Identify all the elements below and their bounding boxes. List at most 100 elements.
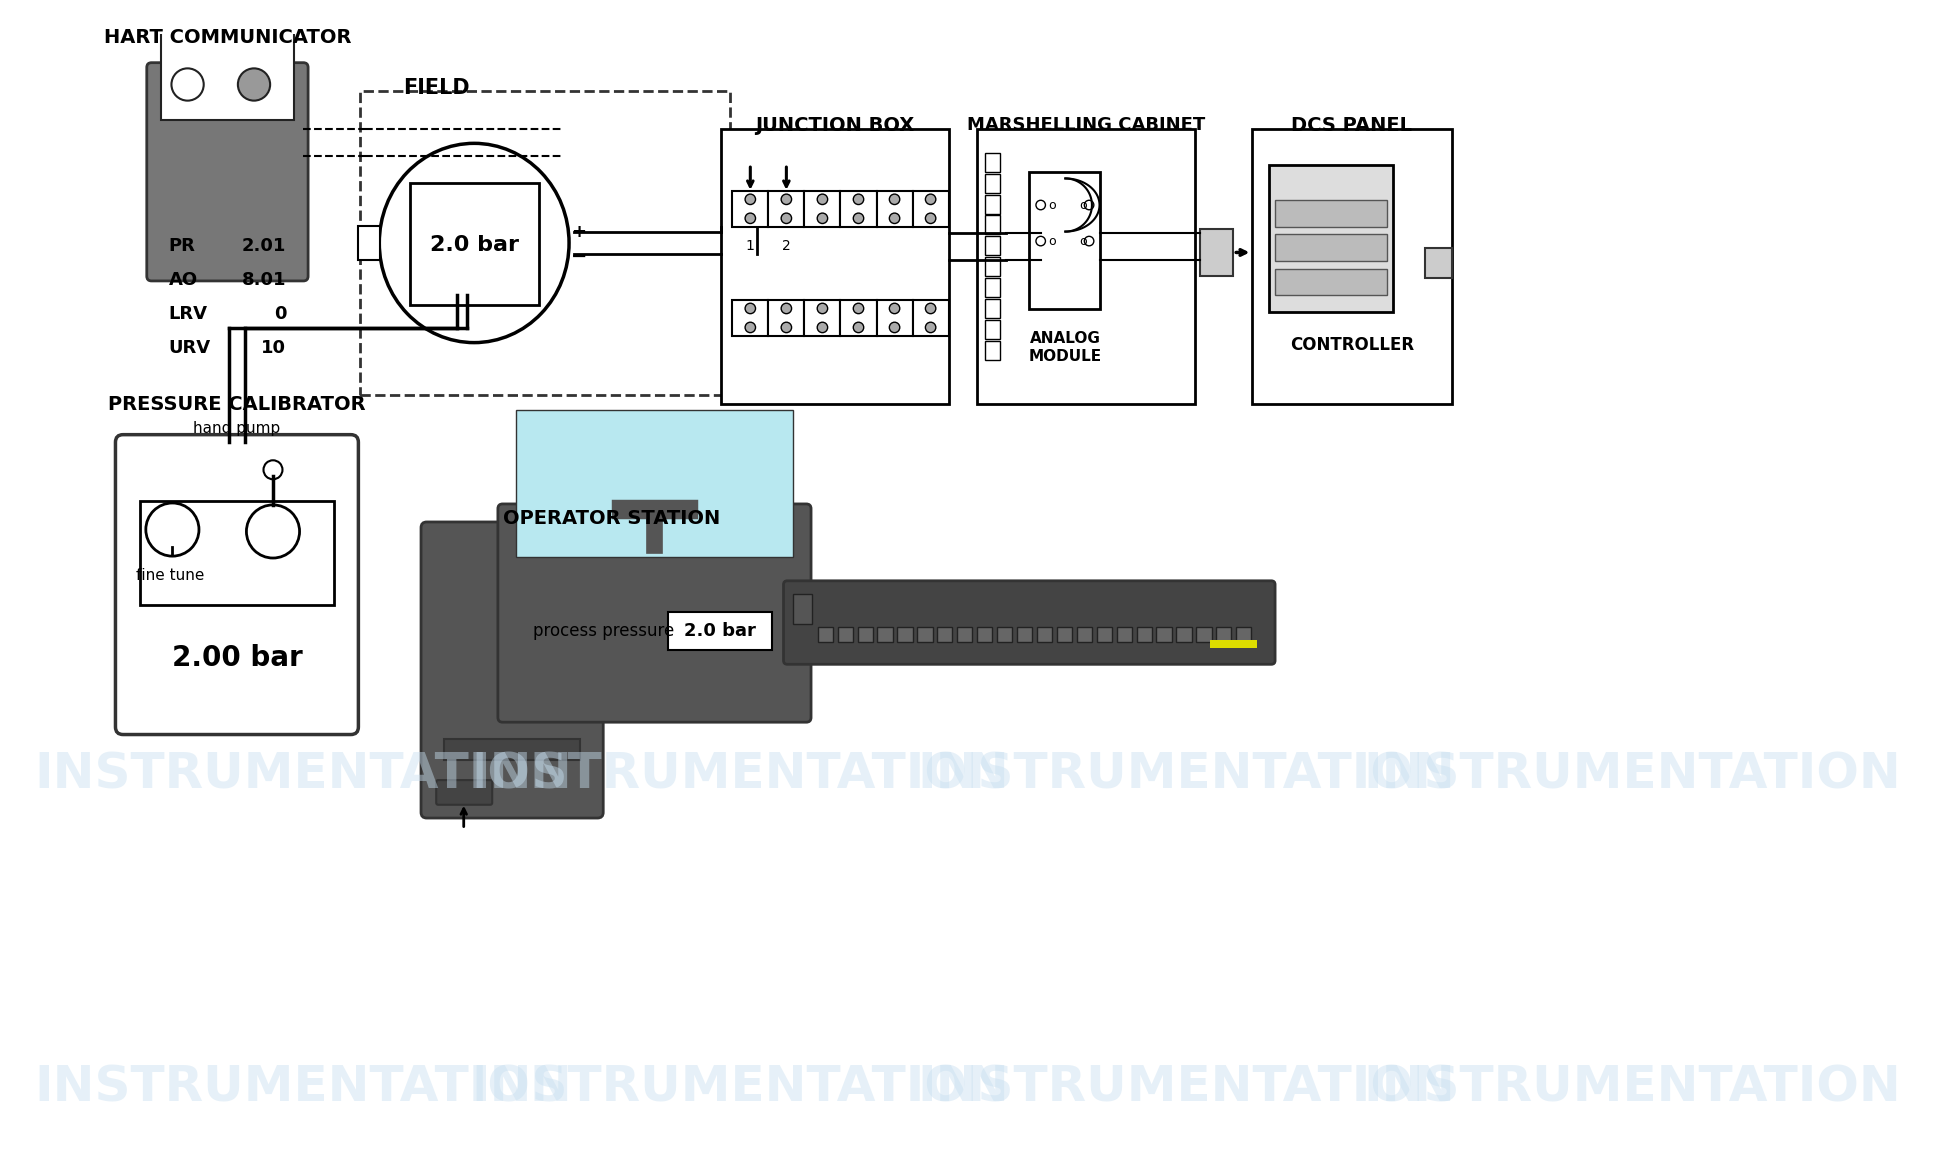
Bar (876, 191, 913, 227)
Bar (913, 300, 948, 336)
Text: PR: PR (168, 236, 196, 255)
Circle shape (239, 69, 270, 100)
Bar (1200, 229, 1234, 276)
Text: −: − (571, 247, 586, 265)
Bar (409, 183, 538, 305)
Bar (1028, 172, 1101, 310)
Text: 8.01: 8.01 (242, 271, 285, 289)
Circle shape (780, 322, 792, 333)
Text: AO: AO (168, 271, 197, 289)
Bar (667, 611, 772, 650)
Text: o: o (1079, 235, 1087, 248)
Bar (983, 194, 999, 213)
Bar (804, 191, 841, 227)
Text: INSTRUMENTATION: INSTRUMENTATION (35, 751, 573, 799)
Text: ANALOG
MODULE: ANALOG MODULE (1028, 332, 1101, 363)
Circle shape (147, 503, 199, 556)
Circle shape (780, 213, 792, 223)
Bar (917, 627, 933, 641)
Text: INSTRUMENTATION: INSTRUMENTATION (471, 751, 1009, 799)
Bar (444, 739, 581, 760)
Text: INSTRUMENTATION: INSTRUMENTATION (917, 1064, 1455, 1112)
Bar (160, 0, 293, 120)
Circle shape (852, 213, 864, 223)
Bar (978, 129, 1195, 404)
Bar (983, 320, 999, 339)
Circle shape (264, 460, 282, 480)
Circle shape (925, 213, 934, 223)
Bar (1275, 269, 1386, 296)
Circle shape (780, 194, 792, 205)
Circle shape (817, 213, 827, 223)
Bar (1017, 627, 1032, 641)
Text: PRESSURE CALIBRATOR: PRESSURE CALIBRATOR (108, 395, 366, 413)
Text: INSTRUMENTATION: INSTRUMENTATION (917, 751, 1455, 799)
Bar (897, 627, 913, 641)
Bar (913, 191, 948, 227)
Text: LRV: LRV (168, 305, 207, 324)
Bar (1175, 627, 1191, 641)
Bar (360, 91, 729, 395)
Circle shape (1036, 200, 1044, 210)
Bar (983, 278, 999, 297)
Bar (1196, 627, 1210, 641)
Bar (731, 300, 768, 336)
FancyBboxPatch shape (115, 434, 358, 734)
Circle shape (852, 322, 864, 333)
FancyBboxPatch shape (436, 780, 493, 804)
FancyBboxPatch shape (784, 581, 1275, 665)
Text: 10: 10 (262, 340, 285, 357)
Text: HART COMMUNICATOR: HART COMMUNICATOR (104, 28, 352, 47)
Bar (1251, 129, 1451, 404)
Circle shape (925, 322, 934, 333)
Bar (1075, 627, 1091, 641)
Circle shape (890, 213, 899, 223)
FancyBboxPatch shape (147, 63, 309, 281)
Bar (876, 300, 913, 336)
Bar (1036, 627, 1052, 641)
Circle shape (246, 505, 299, 558)
Circle shape (780, 304, 792, 313)
Bar (841, 191, 876, 227)
Text: 2.0 bar: 2.0 bar (430, 235, 518, 255)
Bar (1097, 627, 1110, 641)
Circle shape (745, 322, 755, 333)
Bar (731, 191, 768, 227)
FancyBboxPatch shape (420, 521, 602, 818)
Bar (1116, 627, 1132, 641)
Bar (792, 594, 811, 624)
Bar (1136, 627, 1151, 641)
Circle shape (817, 194, 827, 205)
Circle shape (172, 69, 203, 100)
Text: hand pump: hand pump (194, 421, 280, 436)
Text: 2.0 bar: 2.0 bar (684, 622, 755, 640)
Bar (841, 300, 876, 336)
Text: 0: 0 (274, 305, 285, 324)
Bar (837, 627, 852, 641)
Circle shape (1036, 236, 1044, 246)
Bar (1216, 627, 1232, 641)
Text: URV: URV (168, 340, 211, 357)
Text: INSTRUMENTATION: INSTRUMENTATION (1363, 751, 1900, 799)
Bar (1155, 627, 1171, 641)
Text: process pressure: process pressure (532, 622, 674, 640)
Text: 2.00 bar: 2.00 bar (172, 644, 303, 672)
Bar (516, 410, 792, 558)
Text: CONTROLLER: CONTROLLER (1288, 336, 1413, 355)
Bar (141, 501, 334, 605)
Circle shape (890, 304, 899, 313)
Bar (983, 341, 999, 360)
Bar (1056, 627, 1071, 641)
Circle shape (745, 304, 755, 313)
Bar (1236, 627, 1251, 641)
FancyBboxPatch shape (499, 504, 811, 722)
Bar (358, 226, 379, 260)
Bar (983, 215, 999, 234)
Bar (878, 627, 891, 641)
Bar (768, 300, 804, 336)
Circle shape (890, 322, 899, 333)
Circle shape (745, 213, 755, 223)
Text: 2.01: 2.01 (242, 236, 285, 255)
Bar (817, 627, 833, 641)
Bar (983, 236, 999, 255)
